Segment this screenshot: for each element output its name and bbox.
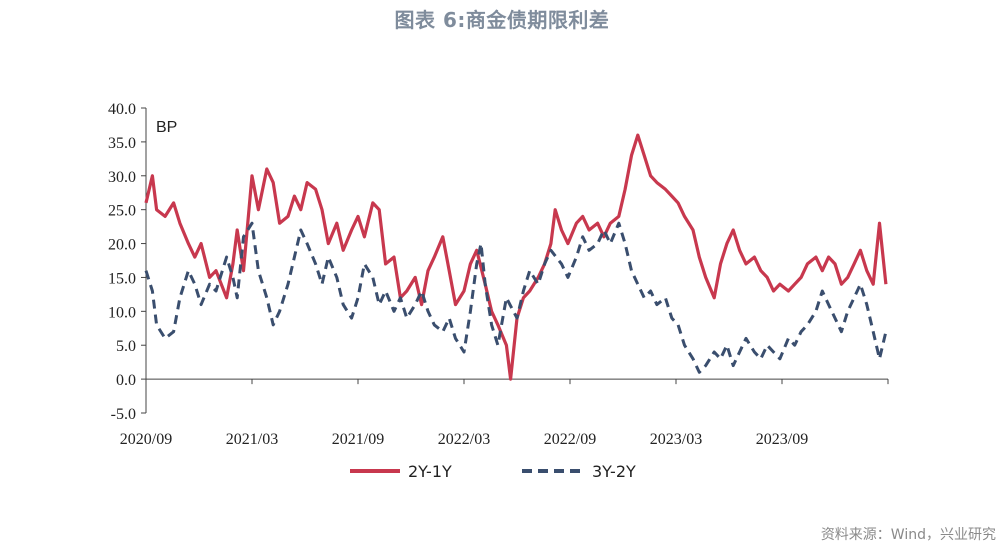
x-tick-label: 2022/03: [438, 431, 490, 448]
series-line-2y-1y: [144, 133, 888, 381]
chart-title: 图表 6:商金债期限利差: [394, 8, 610, 32]
legend-label-3y-2y: 3Y-2Y: [592, 462, 636, 481]
y-tick-label: 40.0: [108, 101, 136, 118]
x-tick-label: 2021/09: [332, 431, 384, 448]
series-line-3y-2y: [144, 221, 888, 374]
y-axis-unit-label: BP: [156, 119, 177, 136]
y-tick-label: 35.0: [108, 135, 136, 152]
x-tick-label: 2023/03: [650, 431, 702, 448]
y-tick-label: 5.0: [116, 338, 136, 355]
x-tick-label: 2022/09: [544, 431, 596, 448]
y-tick-label: 0.0: [116, 372, 136, 389]
ticks: 40.0 35.0 30.0 25.0 20.0 15.0 10.0 5.0 0.0 -5.0 20…: [108, 101, 889, 448]
legend: 2Y-1Y 3Y-2Y: [350, 462, 636, 481]
legend-label-2y-1y: 2Y-1Y: [408, 462, 452, 481]
series-lines: [144, 133, 888, 381]
x-tick-label: 2023/09: [756, 431, 808, 448]
y-tick-label: 25.0: [108, 203, 136, 220]
y-tick-label: 30.0: [108, 169, 136, 186]
y-tick-label: 10.0: [108, 304, 136, 321]
source-note: 资料来源：Wind，兴业研究: [820, 527, 996, 543]
x-tick-label: 2020/09: [120, 431, 172, 448]
axes: [145, 108, 888, 413]
y-tick-label: 20.0: [108, 237, 136, 254]
y-tick-label: -5.0: [111, 406, 136, 423]
x-tick-label: 2021/03: [226, 431, 278, 448]
y-tick-label: 15.0: [108, 270, 136, 287]
